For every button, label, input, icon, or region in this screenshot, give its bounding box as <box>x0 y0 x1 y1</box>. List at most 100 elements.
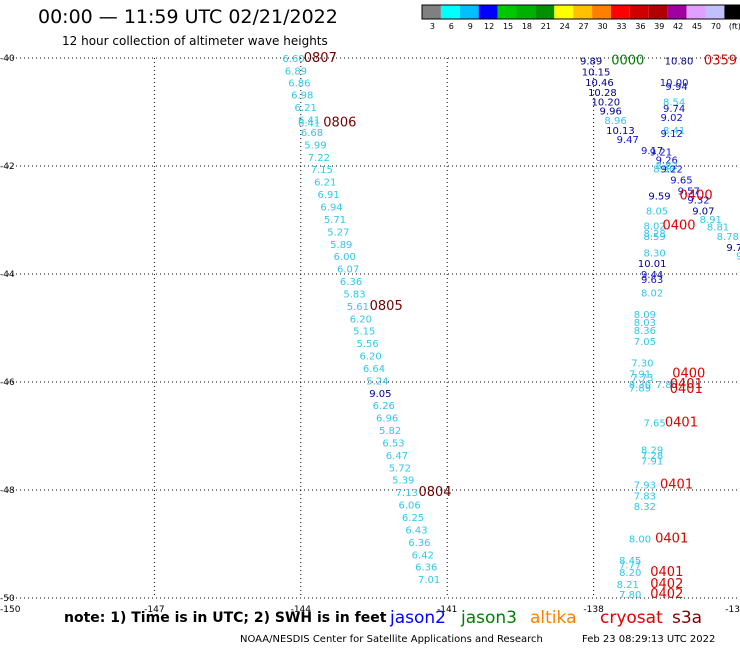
legend-label: 12 <box>484 22 494 31</box>
wave-height-label: 6.20 <box>359 352 381 363</box>
wave-height-label: 5.27 <box>327 227 349 238</box>
pass-time-label: 0401 <box>670 382 703 397</box>
wave-height-label: 7.15 <box>311 165 333 176</box>
y-tick-label: -50 <box>0 594 15 604</box>
legend-label: 24 <box>560 22 570 31</box>
wave-height-label: 7.65 <box>643 419 665 430</box>
satellite-jason3: jason3 <box>461 608 517 628</box>
wave-height-label: 10.00 <box>660 78 689 89</box>
pass-time-label: 0401 <box>650 565 683 580</box>
chart-subtitle: 12 hour collection of altimeter wave hei… <box>62 34 328 48</box>
wave-height-label: 6.86 <box>288 78 310 89</box>
wave-height-label: 8.00 <box>629 535 651 546</box>
wave-height-label: 7.01 <box>418 575 440 586</box>
wave-height-label: 8.59 <box>643 232 665 243</box>
wave-height-label: 8.09 <box>634 310 656 321</box>
wave-height-label: 8.28 <box>643 229 665 240</box>
y-tick-label: -44 <box>0 270 15 280</box>
wave-height-label: 5.82 <box>379 426 401 437</box>
legend-swatch <box>459 5 479 19</box>
pass-time-label: 0401 <box>655 532 688 547</box>
legend-label: 6 <box>449 22 454 31</box>
y-tick-label: -40 <box>0 54 15 64</box>
x-tick-label: -147 <box>144 605 164 615</box>
wave-height-label: 5.83 <box>343 289 365 300</box>
wave-height-label: 9.94 <box>665 82 687 93</box>
wave-height-label: 8.02 <box>641 288 663 299</box>
wave-height-label: 8.29 <box>641 446 663 457</box>
legend-label: 30 <box>597 22 607 31</box>
wave-height-label: 7.80 <box>619 590 641 601</box>
wave-height-label: 6.43 <box>405 525 427 536</box>
wave-height-label: 5.15 <box>353 327 375 338</box>
wave-height-label: 8.30 <box>629 380 651 391</box>
wave-height-label: 5.72 <box>389 463 411 474</box>
pass-time-label: 0806 <box>323 115 356 130</box>
wave-height-label: 10.01 <box>638 259 667 270</box>
legend-frame <box>421 4 740 20</box>
wave-height-label: 10.13 <box>606 126 635 137</box>
legend-swatch <box>554 5 574 19</box>
legend-label: 18 <box>522 22 532 31</box>
wave-height-label: 7.88 <box>656 380 678 391</box>
wave-height-label: 7.83 <box>634 491 656 502</box>
wave-height-label: 9.76 <box>726 243 740 254</box>
legend-label: 42 <box>673 22 683 31</box>
legend-label: (ft) <box>729 22 740 31</box>
legend-swatch <box>573 5 593 19</box>
wave-height-label: 9.02 <box>661 113 683 124</box>
pass-time-label: 0402 <box>650 577 683 592</box>
wave-height-label: 6.98 <box>291 91 313 102</box>
wave-height-label: 5.39 <box>392 476 414 487</box>
wave-height-label: 7.93 <box>634 481 656 492</box>
wave-height-label: 8.96 <box>604 116 626 127</box>
legend-label: 36 <box>635 22 645 31</box>
legend-swatch <box>686 5 706 19</box>
wave-height-label: 8.20 <box>619 568 641 579</box>
wave-height-label: 6.36 <box>340 277 362 288</box>
legend-swatch <box>667 5 687 19</box>
wave-height-label: 5.56 <box>357 339 379 350</box>
legend-label: 9 <box>468 22 473 31</box>
pass-time-label: 0807 <box>304 51 337 66</box>
wave-height-label: 9.63 <box>641 275 663 286</box>
y-tick-label: -46 <box>0 378 15 388</box>
wave-height-label: 10.20 <box>591 98 620 109</box>
wave-height-label: 7.13 <box>396 488 418 499</box>
wave-height-label: 6.60 <box>282 54 304 65</box>
wave-height-label: 5.24 <box>366 376 388 387</box>
footnote: note: 1) Time is in UTC; 2) SWH is in fe… <box>64 610 387 626</box>
pass-time-label: 0400 <box>672 366 705 381</box>
wave-height-label: 7.89 <box>629 383 651 394</box>
wave-height-label: 8.78 <box>717 232 739 243</box>
wave-height-label: 9.74 <box>663 104 685 115</box>
satellite-s3a: s3a <box>672 608 703 628</box>
wave-height-label: 8.36 <box>634 326 656 337</box>
wave-height-label: 9.00 <box>736 252 740 263</box>
wave-height-label: 5.61 <box>347 302 369 313</box>
wave-height-label: 7.91 <box>641 456 663 467</box>
wave-height-label: 6.26 <box>373 401 395 412</box>
wave-height-label: 9.17 <box>641 146 663 157</box>
wave-height-label: 9.07 <box>692 206 714 217</box>
wave-height-label: 5.71 <box>324 215 346 226</box>
wave-height-label: 6.36 <box>408 538 430 549</box>
wave-height-label: 7.30 <box>631 359 653 370</box>
x-tick-label: -150 <box>0 605 21 615</box>
wave-height-label: 9.89 <box>580 57 602 68</box>
wave-height-label: 7.22 <box>308 153 330 164</box>
wave-height-label: 9.26 <box>656 156 678 167</box>
wave-height-label: 8.90 <box>653 165 675 176</box>
wave-height-label: 7.77 <box>619 561 641 572</box>
wave-height-label: 10.80 <box>665 57 694 68</box>
wave-height-label: 6.89 <box>285 66 307 77</box>
wave-height-label: 8.81 <box>707 222 729 233</box>
wave-height-label: 8.03 <box>634 318 656 329</box>
wave-height-label: 8.21 <box>617 580 639 591</box>
wave-height-label: 9.21 <box>650 147 672 158</box>
wave-height-label: 8.45 <box>619 556 641 567</box>
wave-height-label: 9.59 <box>648 192 670 203</box>
x-tick-label: -138 <box>583 605 604 615</box>
color-scale-legend: 3 6 9 12 15 18 21 24 27 30 33 36 39 42 45 70 (ft) <box>421 4 740 31</box>
